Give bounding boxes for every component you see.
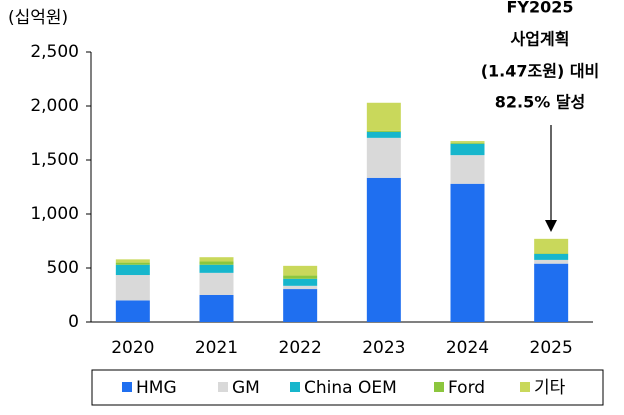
bar-segment [115, 264, 150, 276]
y-tick-label: 2,000 [30, 96, 79, 116]
legend-swatch [122, 382, 132, 392]
bar-segment [199, 257, 234, 262]
x-tick-label: 2020 [111, 338, 154, 358]
x-tick-label: 2023 [362, 338, 405, 358]
x-tick-label: 2022 [279, 338, 322, 358]
arrow-head [545, 220, 557, 232]
bar-segment [199, 264, 234, 273]
bar-segment [534, 259, 569, 264]
bar-segment [450, 143, 485, 156]
bar-segment [450, 142, 485, 144]
legend-label: China OEM [304, 378, 397, 398]
legend-swatch [520, 382, 530, 392]
unit-label: (십억원) [8, 8, 68, 28]
bar-segment [115, 275, 150, 301]
bar-segment [283, 289, 318, 322]
bar-segment [366, 131, 401, 138]
x-tick-label: 2025 [530, 338, 573, 358]
bar-segment [283, 278, 318, 286]
y-tick-label: 2,500 [30, 42, 79, 62]
legend-label: GM [232, 378, 260, 398]
annotation: (1.47조원) 대비 [481, 62, 600, 81]
bar-segment [366, 177, 401, 322]
bar-segment [283, 265, 318, 276]
bar-segment [366, 137, 401, 178]
bar-segment [534, 238, 569, 254]
legend-box [91, 369, 604, 406]
y-tick-label: 1,500 [30, 150, 79, 170]
legend-label: HMG [136, 378, 177, 398]
legend-label: Ford [448, 378, 485, 398]
bar-segment [534, 253, 569, 260]
y-tick-label: 500 [47, 258, 79, 278]
bar-segment [366, 102, 401, 131]
bar-segment [534, 263, 569, 322]
bar-segment [366, 130, 401, 132]
bar-segment [199, 295, 234, 322]
annotation: 사업계획 [511, 30, 570, 49]
annotation: 82.5% 달성 [495, 93, 586, 112]
bar-segment [450, 155, 485, 184]
legend-swatch [290, 382, 300, 392]
y-tick-label: 0 [68, 312, 79, 332]
bar-segment [199, 261, 234, 265]
bar-segment [534, 253, 569, 254]
legend-swatch [218, 382, 228, 392]
annotation: FY2025 [506, 0, 573, 17]
x-tick-label: 2024 [446, 338, 489, 358]
y-tick-label: 1,000 [30, 204, 79, 224]
bar-segment [450, 183, 485, 322]
legend-label: 기타 [534, 378, 566, 398]
bar-segment [115, 259, 150, 263]
bar-segment [199, 272, 234, 295]
legend-swatch [434, 382, 444, 392]
bar-segment [115, 300, 150, 322]
bar-segment [115, 262, 150, 265]
x-tick-label: 2021 [195, 338, 238, 358]
bar-segment [283, 275, 318, 279]
bar-segment [450, 141, 485, 143]
bar-segment [283, 285, 318, 290]
